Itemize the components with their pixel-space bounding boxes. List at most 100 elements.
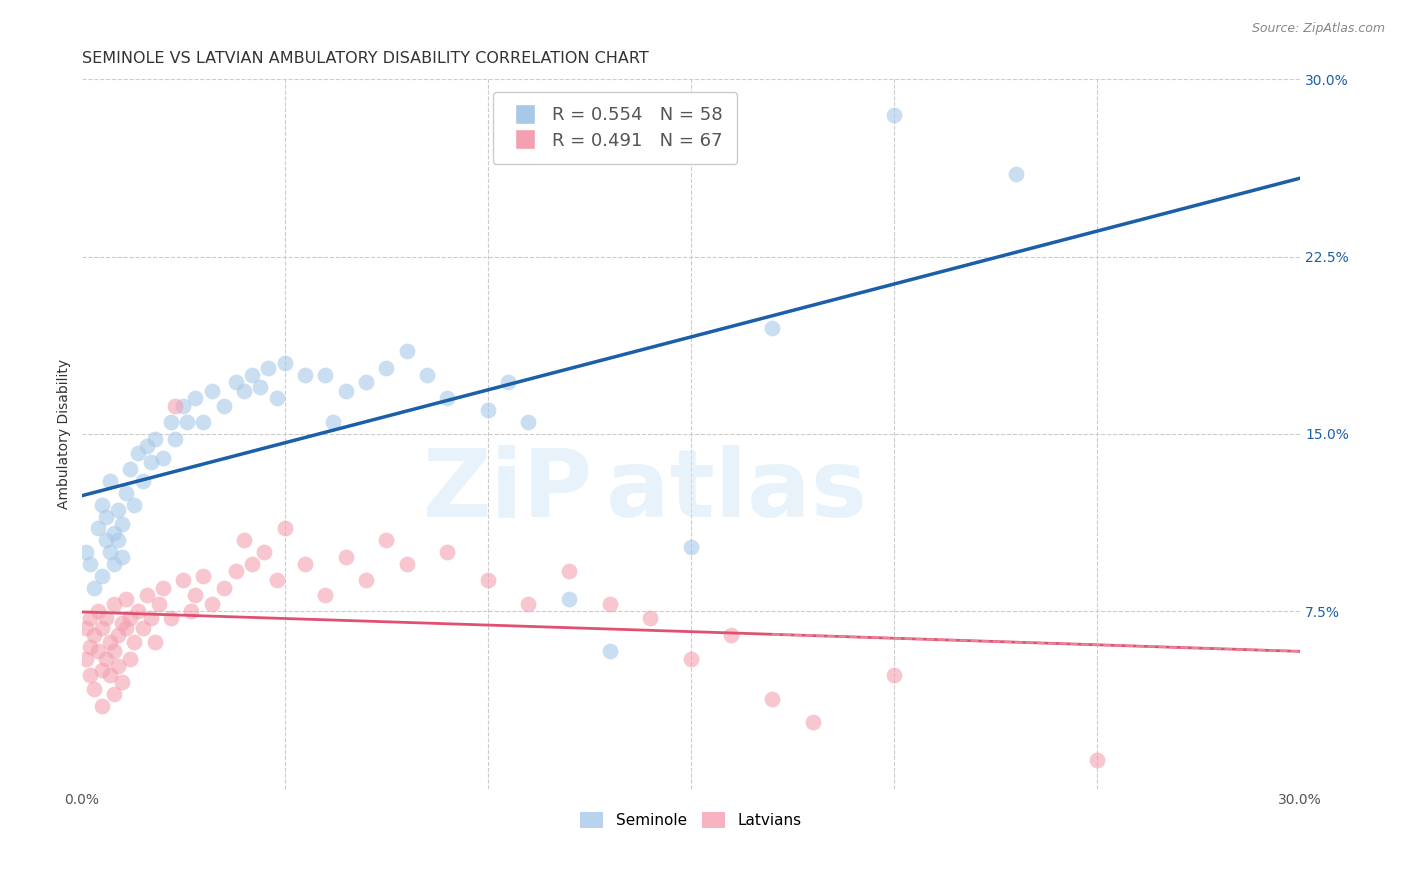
Point bbox=[90, 498, 112, 512]
Legend: Seminole, Latvians: Seminole, Latvians bbox=[574, 805, 807, 834]
Point bbox=[375, 533, 398, 548]
Point bbox=[94, 651, 117, 665]
Point bbox=[801, 715, 824, 730]
Point bbox=[375, 360, 398, 375]
Point bbox=[184, 392, 207, 406]
Point bbox=[79, 557, 101, 571]
Point bbox=[160, 415, 183, 429]
Point bbox=[90, 698, 112, 713]
Point bbox=[152, 581, 174, 595]
Point bbox=[94, 611, 117, 625]
Point bbox=[193, 415, 215, 429]
Point bbox=[111, 516, 134, 531]
Text: atlas: atlas bbox=[606, 445, 866, 537]
Point bbox=[139, 611, 162, 625]
Point bbox=[184, 588, 207, 602]
Point bbox=[135, 588, 157, 602]
Point bbox=[124, 635, 146, 649]
Point bbox=[225, 564, 247, 578]
Point bbox=[127, 446, 149, 460]
Point bbox=[139, 455, 162, 469]
Point bbox=[83, 682, 105, 697]
Point bbox=[148, 597, 170, 611]
Point bbox=[883, 668, 905, 682]
Point bbox=[212, 581, 235, 595]
Point bbox=[107, 502, 129, 516]
Point bbox=[90, 663, 112, 677]
Point bbox=[107, 533, 129, 548]
Point bbox=[679, 541, 702, 555]
Point bbox=[257, 360, 280, 375]
Point bbox=[98, 474, 121, 488]
Point bbox=[172, 399, 194, 413]
Point bbox=[111, 615, 134, 630]
Point bbox=[240, 368, 263, 382]
Point bbox=[233, 384, 256, 399]
Point bbox=[720, 628, 742, 642]
Point bbox=[115, 621, 138, 635]
Text: Source: ZipAtlas.com: Source: ZipAtlas.com bbox=[1251, 22, 1385, 36]
Point bbox=[558, 564, 581, 578]
Point bbox=[115, 592, 138, 607]
Point bbox=[79, 640, 101, 654]
Point bbox=[87, 644, 110, 658]
Point bbox=[163, 432, 186, 446]
Point bbox=[103, 644, 125, 658]
Point bbox=[335, 384, 357, 399]
Point bbox=[335, 549, 357, 564]
Point bbox=[354, 574, 377, 588]
Point bbox=[83, 628, 105, 642]
Point bbox=[94, 533, 117, 548]
Point bbox=[200, 597, 222, 611]
Point bbox=[249, 379, 271, 393]
Point bbox=[87, 604, 110, 618]
Text: SEMINOLE VS LATVIAN AMBULATORY DISABILITY CORRELATION CHART: SEMINOLE VS LATVIAN AMBULATORY DISABILIT… bbox=[82, 51, 648, 66]
Point bbox=[212, 399, 235, 413]
Point bbox=[103, 597, 125, 611]
Point bbox=[477, 574, 499, 588]
Point bbox=[273, 521, 295, 535]
Point bbox=[120, 651, 142, 665]
Point bbox=[761, 691, 783, 706]
Point bbox=[98, 545, 121, 559]
Point bbox=[107, 658, 129, 673]
Point bbox=[193, 568, 215, 582]
Point bbox=[1085, 753, 1108, 767]
Point bbox=[103, 557, 125, 571]
Point bbox=[124, 498, 146, 512]
Point bbox=[225, 375, 247, 389]
Point bbox=[103, 687, 125, 701]
Point bbox=[143, 432, 166, 446]
Y-axis label: Ambulatory Disability: Ambulatory Disability bbox=[58, 359, 72, 509]
Point bbox=[120, 611, 142, 625]
Point bbox=[120, 462, 142, 476]
Point bbox=[83, 581, 105, 595]
Point bbox=[75, 651, 97, 665]
Point bbox=[761, 320, 783, 334]
Point bbox=[131, 474, 153, 488]
Point bbox=[395, 557, 418, 571]
Point bbox=[477, 403, 499, 417]
Point bbox=[160, 611, 183, 625]
Point bbox=[200, 384, 222, 399]
Point bbox=[143, 635, 166, 649]
Point bbox=[152, 450, 174, 465]
Point bbox=[98, 668, 121, 682]
Point bbox=[1004, 167, 1026, 181]
Text: ZiP: ZiP bbox=[423, 445, 593, 537]
Point bbox=[103, 526, 125, 541]
Point bbox=[436, 392, 458, 406]
Point bbox=[107, 628, 129, 642]
Point bbox=[87, 521, 110, 535]
Point bbox=[94, 509, 117, 524]
Point bbox=[266, 392, 288, 406]
Point bbox=[75, 621, 97, 635]
Point bbox=[135, 439, 157, 453]
Point bbox=[115, 486, 138, 500]
Point bbox=[314, 588, 336, 602]
Point bbox=[679, 651, 702, 665]
Point bbox=[416, 368, 439, 382]
Point bbox=[266, 574, 288, 588]
Point bbox=[131, 621, 153, 635]
Point bbox=[436, 545, 458, 559]
